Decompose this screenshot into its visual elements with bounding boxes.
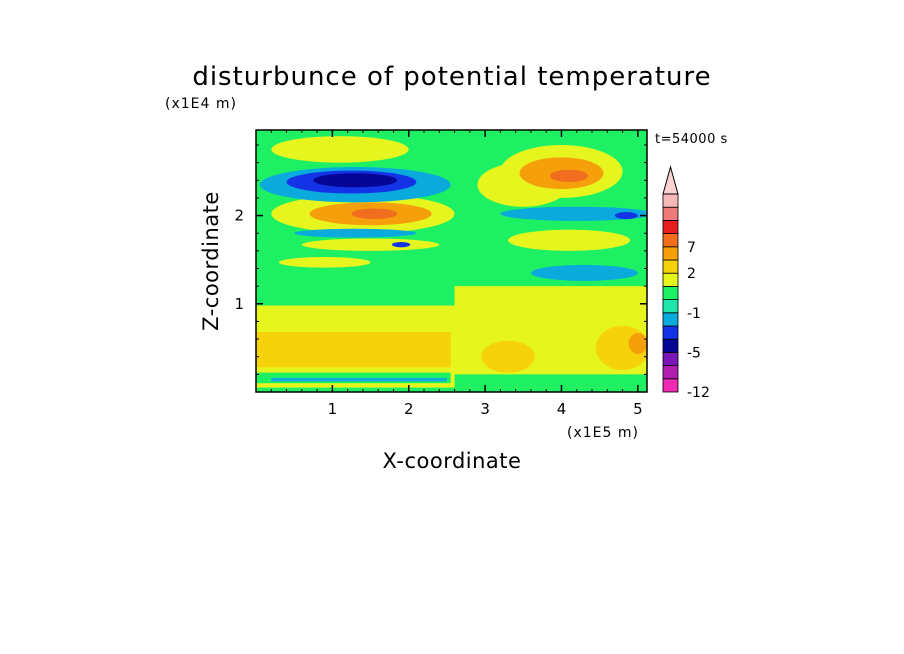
time-annotation: t=54000 s — [655, 132, 728, 147]
colorbar-bin-4 — [662, 325, 679, 340]
x-tick-label-4: 5 — [633, 400, 643, 418]
colorbar-bin-12 — [662, 219, 679, 234]
contour-region-20 — [550, 169, 589, 183]
contour-region-28 — [391, 242, 411, 248]
colorbar-bin-6 — [662, 299, 679, 314]
x-tick-label-0: 1 — [328, 400, 338, 418]
colorbar-label-9: 2 — [687, 266, 696, 282]
x-tick-label-2: 3 — [480, 400, 490, 418]
contour-region-1 — [256, 332, 451, 368]
colorbar-bin-1 — [662, 365, 679, 380]
colorbar-bin-8 — [662, 272, 679, 287]
colorbar-bin-14 — [662, 193, 679, 208]
colorbar-label-6: -1 — [687, 306, 701, 322]
contour-region-4 — [271, 377, 447, 382]
chart-title: disturbunce of potential temperature — [192, 62, 711, 92]
contour-region-26 — [278, 257, 371, 268]
y-tick-label-0: 1 — [234, 295, 244, 313]
plot-frame — [255, 129, 648, 393]
contour-field — [256, 130, 647, 392]
colorbar-bin-5 — [662, 312, 679, 327]
contour-region-15 — [313, 173, 398, 188]
colorbar-label-3: -5 — [687, 345, 701, 361]
colorbar-bin-7 — [662, 285, 679, 300]
contour-region-9 — [454, 374, 647, 388]
x-unit-label: (x1E5 m) — [567, 425, 639, 441]
y-axis-label: Z-coordinate — [199, 191, 223, 331]
y-tick-label-1: 2 — [234, 207, 244, 225]
colorbar-bin-2 — [662, 351, 679, 366]
contour-region-22 — [614, 212, 638, 220]
x-tick-label-3: 4 — [557, 400, 567, 418]
contour-region-21 — [500, 206, 647, 221]
colorbar-bin-3 — [662, 338, 679, 353]
y-axis: 12 — [234, 144, 647, 375]
x-axis-label: X-coordinate — [383, 449, 522, 473]
contour-region-24 — [530, 264, 638, 281]
contour-region-2 — [256, 305, 455, 320]
contour-region-23 — [508, 229, 631, 251]
contour-region-6 — [481, 340, 535, 373]
contour-region-12 — [351, 208, 398, 220]
colorbar-bin-0 — [662, 378, 679, 393]
colorbar-bin-9 — [662, 259, 679, 274]
colorbar-label-0: -12 — [687, 385, 710, 401]
contour-region-27 — [294, 228, 417, 238]
x-tick-label-1: 2 — [404, 400, 414, 418]
contour-region-29 — [569, 290, 576, 366]
contour-region-3 — [256, 372, 451, 384]
colorbar-bin-10 — [662, 246, 679, 261]
contour-region-25 — [301, 238, 440, 251]
contour-region-8 — [628, 332, 647, 355]
x-axis: 1 2 3 4 5 — [270, 130, 643, 418]
colorbar-bin-11 — [662, 233, 679, 248]
colorbar: -12-5-127 — [662, 165, 710, 401]
contour-region-16 — [271, 136, 409, 163]
colorbar-bin-13 — [662, 206, 679, 221]
colorbar-label-11: 7 — [687, 240, 696, 256]
y-unit-label: (x1E4 m) — [165, 96, 237, 112]
colorbar-extend-arrow — [662, 165, 679, 195]
